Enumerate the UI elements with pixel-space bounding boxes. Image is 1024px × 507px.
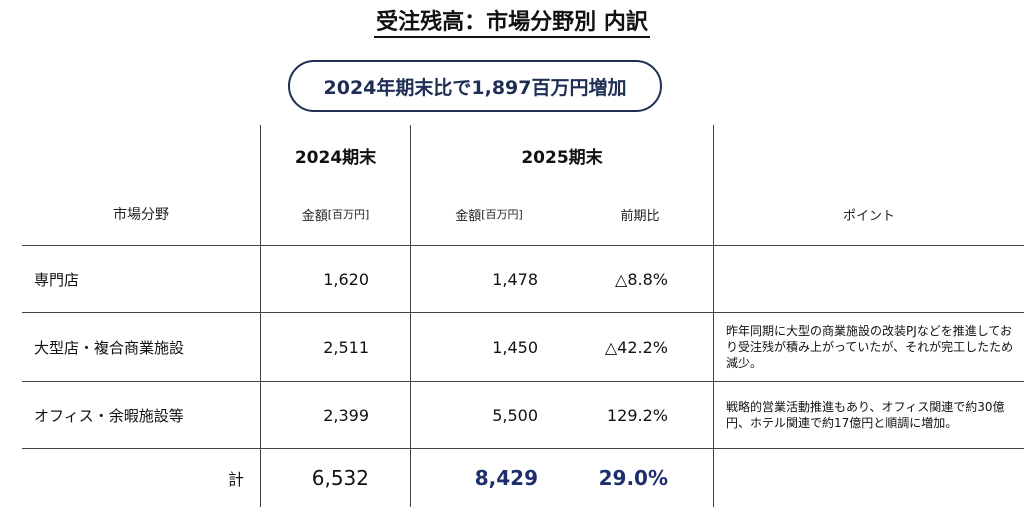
row-amount-2024: 2,511	[323, 337, 369, 357]
header-market: 市場分野	[113, 207, 169, 223]
total-label: 計	[227, 470, 244, 489]
amount-label: 金額	[301, 208, 328, 224]
amount-unit: [百万円]	[481, 208, 523, 221]
header-amount-2024: 金額 [百万円]	[261, 200, 410, 228]
col-divider-2	[410, 125, 411, 507]
row-yoy: △8.8%	[615, 269, 668, 289]
row-divider-3	[22, 381, 1024, 382]
highlight-badge: 2024年期末比で1,897百万円増加	[288, 60, 662, 112]
col-divider-3	[713, 125, 714, 507]
amount-label: 金額	[455, 208, 482, 224]
row-category: 大型店・複合商業施設	[34, 338, 185, 357]
row-amount-2025: 5,500	[492, 405, 538, 425]
page-title: 受注残高：市場分野別 内訳	[374, 10, 650, 38]
page-title-wrap: 受注残高：市場分野別 内訳	[0, 4, 1024, 38]
row-point: 昨年同期に大型の商業施設の改装PJなどを推進しており受注残が積み上がっていたが、…	[726, 324, 1014, 370]
row-amount-2024: 2,399	[323, 405, 369, 425]
total-amount-2024: 6,532	[311, 466, 369, 490]
row-amount-2024: 1,620	[323, 269, 369, 289]
header-2024: 2024期末	[294, 147, 377, 168]
header-point: ポイント	[842, 208, 895, 224]
row-point: 戦略的営業活動推進もあり、オフィス関連で約30億円、ホテル関連で約17億円と順調…	[726, 400, 1005, 430]
row-divider-2	[22, 312, 1024, 313]
total-yoy: 29.0%	[598, 466, 668, 490]
row-point	[726, 246, 1016, 312]
header-amount-2025: 金額 [百万円]	[411, 200, 567, 228]
total-amount-2025: 8,429	[474, 466, 538, 490]
row-amount-2025: 1,478	[492, 269, 538, 289]
row-divider-4	[22, 448, 1024, 449]
row-category: 専門店	[34, 270, 80, 289]
row-category: オフィス・余暇施設等	[34, 406, 184, 425]
header-yoy: 前期比	[620, 208, 660, 224]
row-amount-2025: 1,450	[492, 337, 538, 357]
amount-unit: [百万円]	[327, 208, 370, 221]
row-divider-1	[22, 245, 1024, 246]
col-divider-1	[260, 125, 261, 507]
row-yoy: 129.2%	[606, 405, 668, 425]
header-2025: 2025期末	[521, 147, 603, 168]
row-yoy: △42.2%	[604, 337, 668, 357]
